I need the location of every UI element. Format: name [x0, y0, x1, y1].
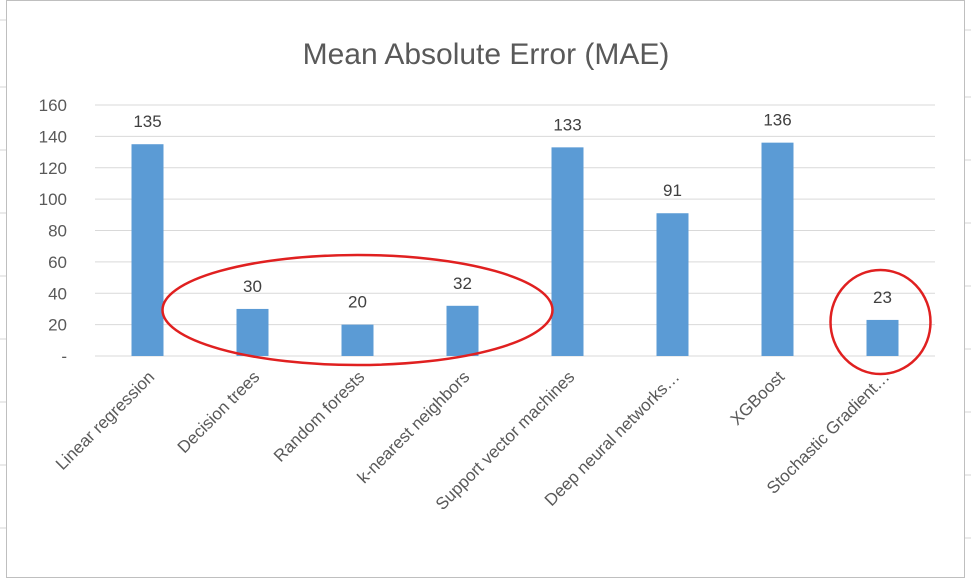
y-tick-label: 100	[39, 190, 67, 209]
data-label: 23	[873, 288, 892, 307]
chart-title: Mean Absolute Error (MAE)	[303, 38, 670, 71]
bar[interactable]	[761, 142, 794, 356]
bar[interactable]	[131, 144, 164, 356]
data-label: 135	[133, 112, 161, 131]
y-tick-label: 80	[48, 222, 67, 241]
y-tick-label: 60	[48, 253, 67, 272]
data-label: 32	[453, 274, 472, 293]
chart-area[interactable]	[6, 0, 965, 578]
bar[interactable]	[446, 305, 479, 356]
data-label: 91	[663, 181, 682, 200]
y-tick-label: 120	[39, 159, 67, 178]
data-label: 30	[243, 277, 262, 296]
data-label: 133	[553, 115, 581, 134]
y-tick-label: 40	[48, 284, 67, 303]
data-label: 136	[763, 111, 791, 130]
y-tick-label: 160	[39, 96, 67, 115]
y-tick-label: 140	[39, 127, 67, 146]
highlight-circle	[829, 268, 932, 376]
bar[interactable]	[341, 324, 374, 356]
bar[interactable]	[656, 213, 689, 356]
bar[interactable]	[551, 147, 584, 356]
bar[interactable]	[866, 319, 899, 356]
y-tick-label: 20	[48, 316, 67, 335]
data-label: 20	[348, 293, 367, 312]
highlight-circle	[161, 253, 554, 367]
y-tick-label: -	[61, 347, 67, 366]
bar[interactable]	[236, 308, 269, 356]
